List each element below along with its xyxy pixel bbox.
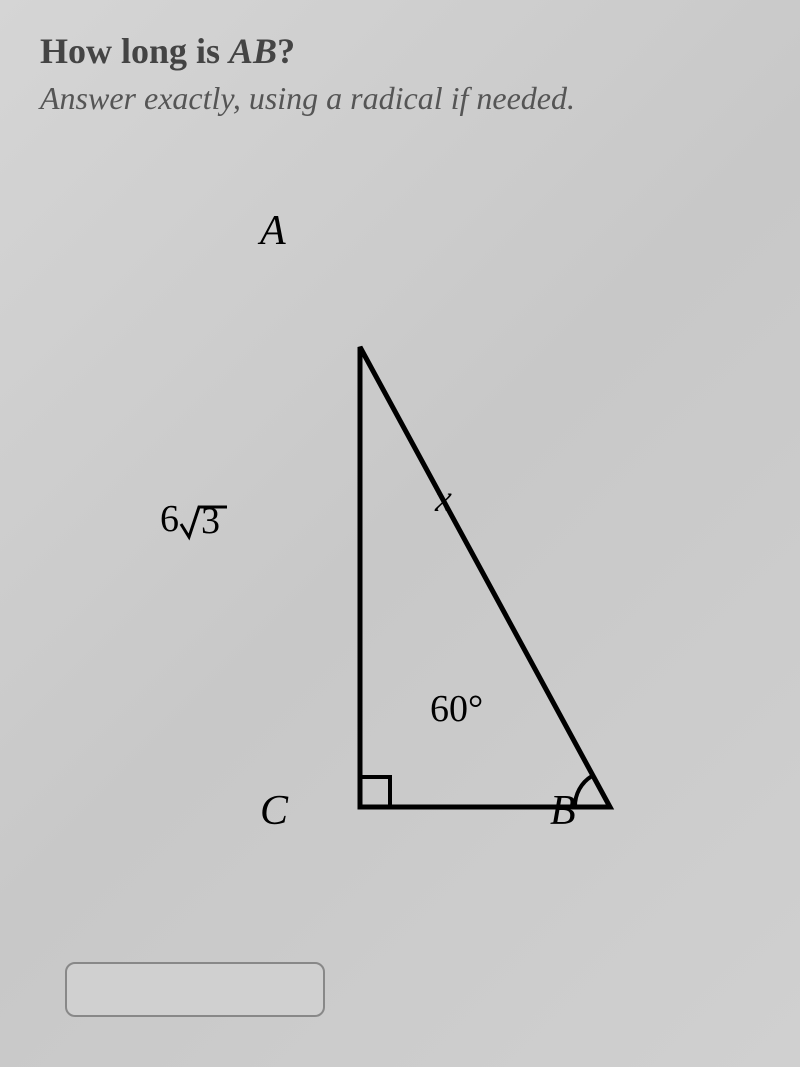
instruction-text: Answer exactly, using a radical if neede… xyxy=(40,80,760,117)
question-variable: AB xyxy=(229,31,277,71)
vertex-c-label: C xyxy=(260,787,288,835)
side-ac-coef: 6 xyxy=(160,498,179,540)
triangle-diagram: A B C 63 x 60° xyxy=(160,207,660,857)
question-prefix: How long is xyxy=(40,31,229,71)
answer-input[interactable] xyxy=(65,962,325,1017)
question-suffix: ? xyxy=(277,31,295,71)
side-ac-label: 63 xyxy=(160,497,248,542)
triangle-svg xyxy=(240,267,690,867)
angle-b-label: 60° xyxy=(430,687,483,731)
triangle-shape xyxy=(360,347,610,807)
vertex-a-label: A xyxy=(260,207,286,255)
side-ac-radicand: 3 xyxy=(201,500,220,542)
vertex-b-label: B xyxy=(550,787,576,835)
side-ab-label: x xyxy=(435,477,452,521)
angle-arc xyxy=(575,776,592,807)
question-text: How long is AB? xyxy=(40,30,760,72)
right-angle-marker xyxy=(360,777,390,807)
